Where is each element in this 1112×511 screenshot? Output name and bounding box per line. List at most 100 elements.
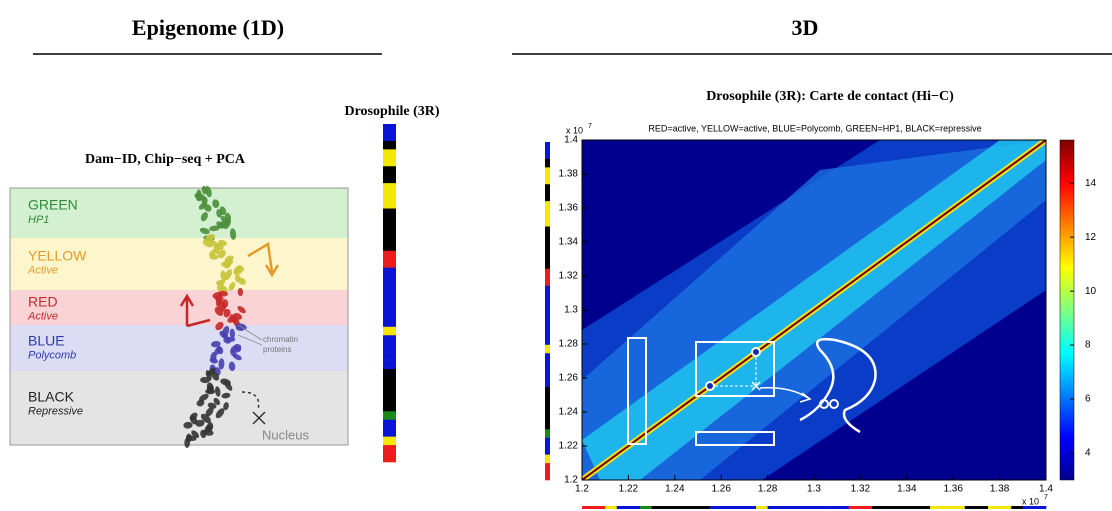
track-segment bbox=[383, 242, 396, 252]
track-segment bbox=[545, 175, 550, 185]
track-segment bbox=[640, 506, 652, 509]
protein bbox=[237, 277, 246, 285]
state-name: BLUE bbox=[28, 332, 65, 348]
protein bbox=[237, 306, 246, 314]
x-tick-label: 1.34 bbox=[897, 484, 917, 495]
protein bbox=[215, 321, 224, 331]
protein bbox=[209, 248, 217, 257]
protein bbox=[223, 218, 231, 230]
track-segment bbox=[545, 142, 550, 151]
track-segment bbox=[383, 428, 396, 437]
y-tick-label: 1.3 bbox=[564, 305, 578, 316]
colorbar bbox=[1059, 139, 1075, 481]
axis-exponent: 7 bbox=[588, 123, 592, 130]
left-subtitle: Dam−ID, Chip−seq + PCA bbox=[85, 152, 246, 167]
protein bbox=[209, 254, 219, 260]
chromatin-fiber bbox=[183, 185, 247, 448]
protein bbox=[203, 204, 212, 212]
state-desc: Repressive bbox=[28, 406, 83, 418]
track-segment bbox=[545, 226, 550, 236]
state-name: GREEN bbox=[28, 197, 78, 213]
state-desc: HP1 bbox=[28, 214, 49, 226]
track-segment bbox=[545, 260, 550, 270]
protein bbox=[183, 421, 193, 429]
x-tick-label: 1.24 bbox=[665, 484, 685, 495]
track-segment bbox=[383, 394, 396, 404]
track-segment bbox=[814, 506, 826, 509]
state-desc: Polycomb bbox=[28, 349, 76, 361]
state-band bbox=[10, 325, 348, 371]
protein bbox=[207, 402, 217, 409]
track-segment bbox=[545, 387, 550, 396]
track-segment bbox=[545, 192, 550, 202]
annotation: chromatin bbox=[263, 335, 298, 344]
protein bbox=[205, 388, 216, 395]
track-segment bbox=[383, 132, 396, 142]
protein bbox=[200, 429, 207, 439]
track-segment bbox=[883, 506, 896, 509]
track-segment bbox=[545, 243, 550, 253]
axis-exponent: x 10 bbox=[1022, 496, 1039, 506]
protein bbox=[223, 402, 229, 411]
colorbar-tick-label: 8 bbox=[1085, 340, 1091, 351]
state-desc: Active bbox=[27, 311, 58, 323]
track-segment bbox=[383, 166, 396, 175]
track-segment bbox=[383, 149, 396, 159]
track-segment bbox=[383, 419, 396, 429]
protein bbox=[237, 287, 244, 297]
protein bbox=[198, 202, 207, 210]
track-segment bbox=[872, 506, 884, 509]
track-segment bbox=[545, 218, 550, 227]
protein bbox=[200, 413, 211, 424]
axis-exponent: 7 bbox=[1044, 494, 1048, 501]
track-segment bbox=[848, 506, 861, 509]
y-tick-label: 1.26 bbox=[559, 373, 579, 384]
protein bbox=[229, 228, 237, 240]
protein bbox=[209, 225, 220, 232]
protein bbox=[205, 233, 216, 242]
protein bbox=[228, 361, 236, 371]
track-segment bbox=[383, 284, 396, 294]
track-segment bbox=[674, 506, 687, 509]
track-segment bbox=[383, 326, 396, 336]
axis-exponent: x 10 bbox=[566, 125, 583, 135]
track-segment bbox=[698, 506, 710, 509]
track-segment bbox=[545, 327, 550, 337]
state-band bbox=[10, 188, 348, 238]
protein bbox=[195, 419, 205, 427]
state-band bbox=[10, 371, 348, 445]
track-segment bbox=[709, 506, 722, 509]
protein bbox=[196, 399, 205, 407]
track-segment bbox=[860, 506, 873, 509]
track-segment bbox=[383, 267, 396, 277]
state-name: RED bbox=[28, 293, 58, 309]
track-segment bbox=[383, 233, 396, 243]
colorbar-tick-label: 12 bbox=[1085, 232, 1097, 243]
protein bbox=[223, 309, 231, 318]
y-tick-label: 1.24 bbox=[559, 407, 579, 418]
track-segment bbox=[545, 251, 550, 261]
track-segment bbox=[628, 506, 641, 509]
track-segment bbox=[918, 506, 931, 509]
track-segment bbox=[605, 506, 618, 509]
track-segment bbox=[953, 506, 966, 509]
protein bbox=[220, 261, 232, 268]
track-segment bbox=[545, 403, 550, 413]
protein bbox=[228, 281, 236, 291]
protein bbox=[232, 353, 242, 361]
state-desc: Active bbox=[27, 265, 58, 277]
track-segment bbox=[383, 140, 396, 150]
protein bbox=[211, 371, 220, 381]
hic-annotations bbox=[627, 337, 877, 446]
chart-title: Drosophile (3R): Carte de contact (Hi−C) bbox=[706, 89, 954, 104]
track-segment bbox=[545, 454, 550, 464]
protein bbox=[229, 328, 236, 339]
track-segment bbox=[545, 158, 550, 168]
x-tick-label: 1.22 bbox=[619, 484, 639, 495]
track-segment bbox=[941, 506, 954, 509]
track-segment bbox=[593, 506, 606, 509]
y-tick-label: 1.2 bbox=[564, 475, 578, 486]
track-segment bbox=[383, 183, 396, 192]
x-tick-label: 1.38 bbox=[990, 484, 1010, 495]
